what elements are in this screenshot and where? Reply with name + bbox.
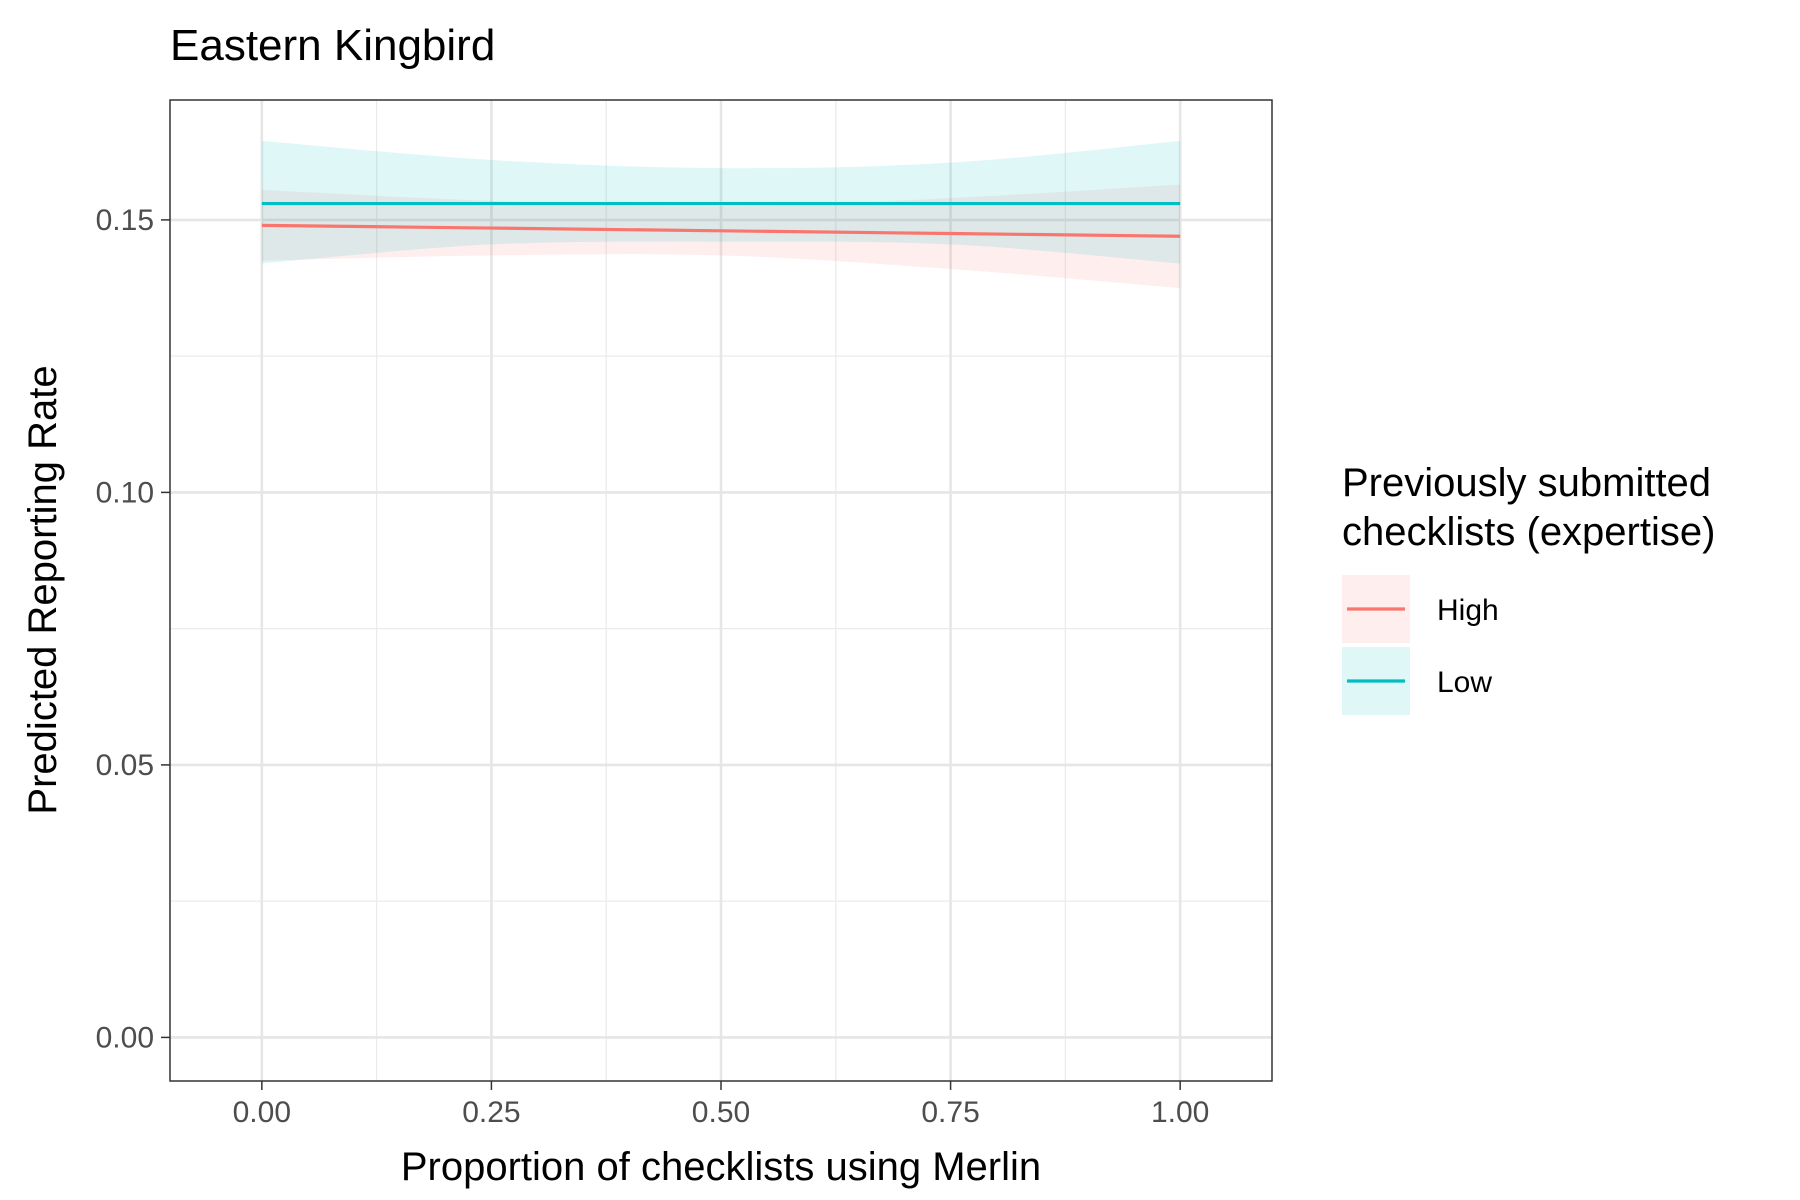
x-tick-label: 0.75 [921,1096,979,1129]
x-tick-label: 0.50 [692,1096,750,1129]
y-tick-label: 0.00 [96,1021,154,1054]
legend-keys: High Low [1342,575,1499,715]
x-tick-label: 1.00 [1151,1096,1209,1129]
y-tick-label: 0.10 [96,476,154,509]
legend-title-line-1: Previously submitted [1342,461,1711,505]
line-high [261,223,1181,238]
chart-title: Eastern Kingbird [170,21,495,70]
major-gridlines [170,100,1272,1081]
y-tick-label: 0.05 [96,749,154,782]
series-lines [261,201,1181,238]
x-tick-label: 0.00 [233,1096,291,1129]
legend-label-high: High [1437,594,1499,627]
x-axis: 0.00 0.25 0.50 0.75 1.00 [233,1081,1209,1129]
legend: Previously submitted checklists (experti… [1342,461,1715,715]
legend-label-low: Low [1437,666,1492,699]
legend-title-line-2: checklists (expertise) [1342,510,1715,554]
x-tick-label: 0.25 [462,1096,520,1129]
y-axis-title: Predicted Reporting Rate [21,365,65,814]
y-axis: 0.00 0.05 0.10 0.15 [96,204,170,1054]
x-axis-title: Proportion of checklists using Merlin [401,1145,1041,1189]
ribbon-high [261,184,1181,289]
y-tick-label: 0.15 [96,204,154,237]
